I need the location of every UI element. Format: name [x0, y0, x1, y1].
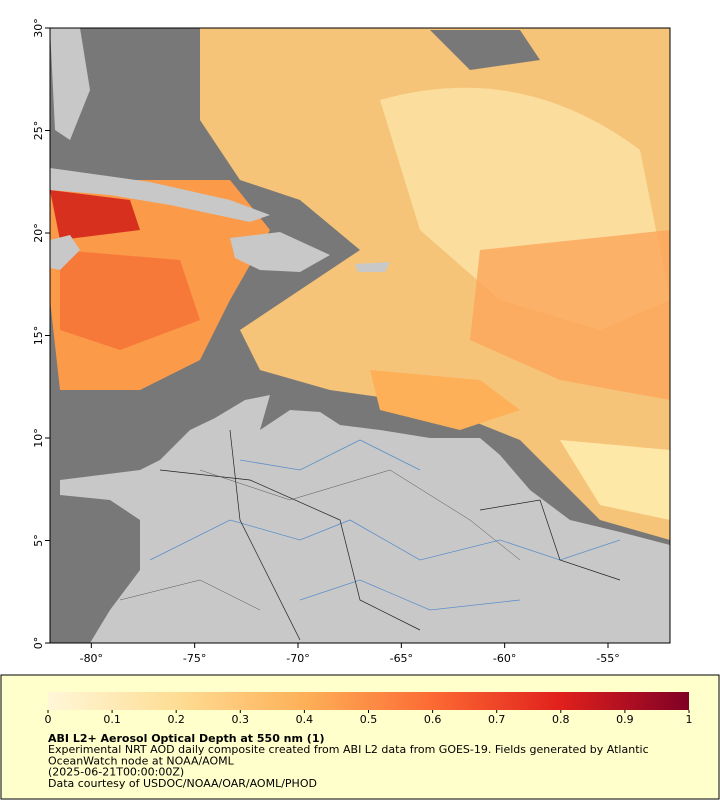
- colorbar-tick-label: 1: [686, 713, 693, 726]
- y-tick-label: 0°: [32, 637, 45, 650]
- colorbar-tick-label: 0.9: [616, 713, 634, 726]
- colorbar-tick-label: 0.1: [103, 713, 121, 726]
- y-tick-label: 30°: [32, 18, 45, 38]
- x-tick-label: -75°: [183, 652, 206, 665]
- caption-line: (2025-06-21T00:00:00Z): [48, 766, 184, 779]
- colorbar-tick-label: 0.7: [488, 713, 506, 726]
- y-tick-label: 20°: [32, 223, 45, 243]
- map-image: [50, 28, 670, 643]
- y-tick-label: 15°: [32, 326, 45, 346]
- colorbar-tick-label: 0: [45, 713, 52, 726]
- colorbar-tick-label: 0.3: [232, 713, 250, 726]
- x-tick-label: -80°: [80, 652, 103, 665]
- caption-line: Experimental NRT AOD daily composite cre…: [48, 743, 649, 756]
- x-tick-label: -60°: [493, 652, 516, 665]
- y-tick-label: 5°: [32, 534, 45, 547]
- colorbar-tick-label: 0.5: [360, 713, 378, 726]
- colorbar-tick-label: 0.6: [424, 713, 442, 726]
- caption-line: OceanWatch node at NOAA/AOML: [48, 754, 235, 767]
- x-tick-label: -65°: [390, 652, 413, 665]
- colorbar-tick-label: 0.4: [296, 713, 314, 726]
- caption-title: ABI L2+ Aerosol Optical Depth at 550 nm …: [48, 732, 325, 745]
- colorbar-tick-label: 0.2: [167, 713, 185, 726]
- colorbar-tick-label: 0.8: [552, 713, 570, 726]
- x-tick-label: -70°: [286, 652, 309, 665]
- colorbar: [48, 692, 689, 710]
- y-tick-label: 25°: [32, 121, 45, 141]
- caption-line: Data courtesy of USDOC/NOAA/OAR/AOML/PHO…: [48, 777, 317, 790]
- x-tick-label: -55°: [596, 652, 619, 665]
- y-tick-label: 10°: [32, 428, 45, 448]
